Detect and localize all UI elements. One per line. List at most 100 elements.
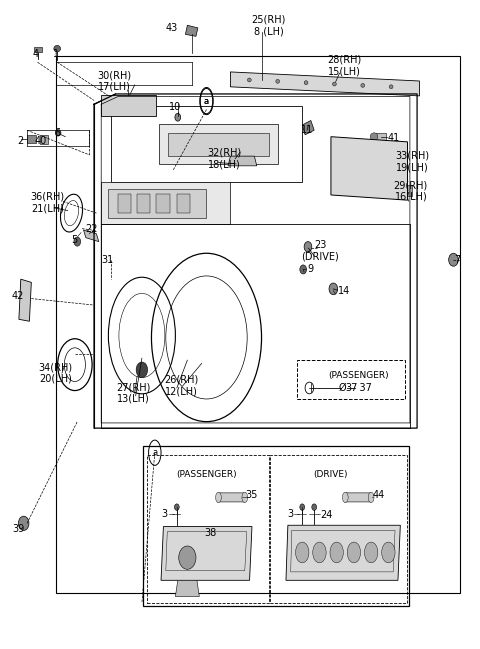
Text: 37: 37 [345,383,358,393]
Ellipse shape [304,80,308,84]
Bar [144,446,409,606]
Ellipse shape [174,504,179,510]
Text: 31: 31 [101,255,113,265]
Bar [118,193,132,213]
Text: 28(RH)
15(LH): 28(RH) 15(LH) [327,55,361,76]
Text: 38: 38 [204,528,216,538]
Text: 9: 9 [307,263,313,274]
Ellipse shape [216,492,221,502]
Ellipse shape [74,237,81,246]
Text: a: a [152,448,157,458]
Ellipse shape [342,492,348,502]
Text: 26(RH)
12(LH): 26(RH) 12(LH) [165,374,199,396]
Text: 41: 41 [387,133,400,143]
Ellipse shape [242,492,248,502]
Polygon shape [374,133,386,140]
Ellipse shape [361,84,365,88]
Text: (DRIVE): (DRIVE) [314,471,348,479]
Text: 2: 2 [18,136,24,145]
Text: 32(RH)
18(LH): 32(RH) 18(LH) [207,148,242,169]
Text: a: a [204,97,209,106]
Text: a: a [204,97,209,106]
Polygon shape [302,121,314,135]
Ellipse shape [347,542,360,563]
Text: 3: 3 [288,509,294,519]
Ellipse shape [364,542,378,563]
Text: (PASSENGER): (PASSENGER) [328,371,389,380]
Polygon shape [331,137,408,200]
Bar [177,193,190,213]
Polygon shape [230,72,420,96]
Ellipse shape [333,82,336,86]
Bar [270,456,407,603]
Ellipse shape [296,542,309,563]
Ellipse shape [247,78,251,82]
Text: 42: 42 [12,291,24,301]
Ellipse shape [304,241,312,252]
Ellipse shape [300,504,305,510]
Ellipse shape [136,362,148,378]
Text: Ø— 37: Ø— 37 [339,383,372,393]
Text: 7: 7 [455,255,461,265]
Ellipse shape [313,542,326,563]
Bar [298,360,405,399]
Ellipse shape [18,516,29,530]
Polygon shape [158,124,278,164]
Ellipse shape [276,79,280,83]
Bar [147,456,269,603]
Polygon shape [84,230,99,241]
Polygon shape [101,95,156,116]
Polygon shape [175,580,199,596]
Polygon shape [344,493,371,502]
Polygon shape [217,493,245,502]
Text: 34(RH)
20(LH): 34(RH) 20(LH) [39,362,73,384]
Bar [27,136,36,143]
Ellipse shape [175,114,180,121]
Text: 25(RH)
8 (LH): 25(RH) 8 (LH) [252,14,286,36]
Polygon shape [185,25,198,36]
Ellipse shape [312,504,317,510]
Text: 33(RH)
19(LH): 33(RH) 19(LH) [395,151,430,172]
Text: 11: 11 [301,125,313,135]
Text: (PASSENGER): (PASSENGER) [176,471,237,479]
Ellipse shape [368,492,374,502]
Text: 4: 4 [32,49,38,60]
Text: 30(RH)
17(LH): 30(RH) 17(LH) [97,70,132,92]
Ellipse shape [300,265,307,274]
Text: 6: 6 [54,128,60,138]
Polygon shape [403,185,412,196]
Text: 35: 35 [246,491,258,500]
Text: 43: 43 [166,23,178,33]
Text: 40: 40 [34,136,47,145]
Ellipse shape [330,542,343,563]
Polygon shape [101,182,230,224]
Polygon shape [161,526,252,580]
Bar [56,56,460,593]
Text: 39: 39 [13,524,25,534]
Bar [137,193,151,213]
Text: 3: 3 [161,509,167,519]
Ellipse shape [329,283,337,295]
Text: 22: 22 [85,224,98,234]
Ellipse shape [54,45,60,52]
Polygon shape [19,279,31,321]
Text: 27(RH)
13(LH): 27(RH) 13(LH) [117,382,151,404]
Polygon shape [108,188,206,217]
Ellipse shape [449,253,458,266]
Polygon shape [168,134,269,156]
Text: 44: 44 [373,491,385,500]
Ellipse shape [389,85,393,89]
Text: 23
(DRIVE): 23 (DRIVE) [301,240,339,262]
Text: 10: 10 [169,102,181,112]
Text: 14: 14 [338,286,350,296]
Text: 36(RH)
21(LH): 36(RH) 21(LH) [31,192,65,214]
Bar [156,193,169,213]
Ellipse shape [382,542,395,563]
Polygon shape [228,156,257,166]
Text: 5: 5 [72,236,78,245]
Bar [34,47,42,52]
Text: 1: 1 [53,49,59,60]
Polygon shape [286,525,400,580]
Text: 24: 24 [321,510,333,520]
Bar [40,136,48,144]
